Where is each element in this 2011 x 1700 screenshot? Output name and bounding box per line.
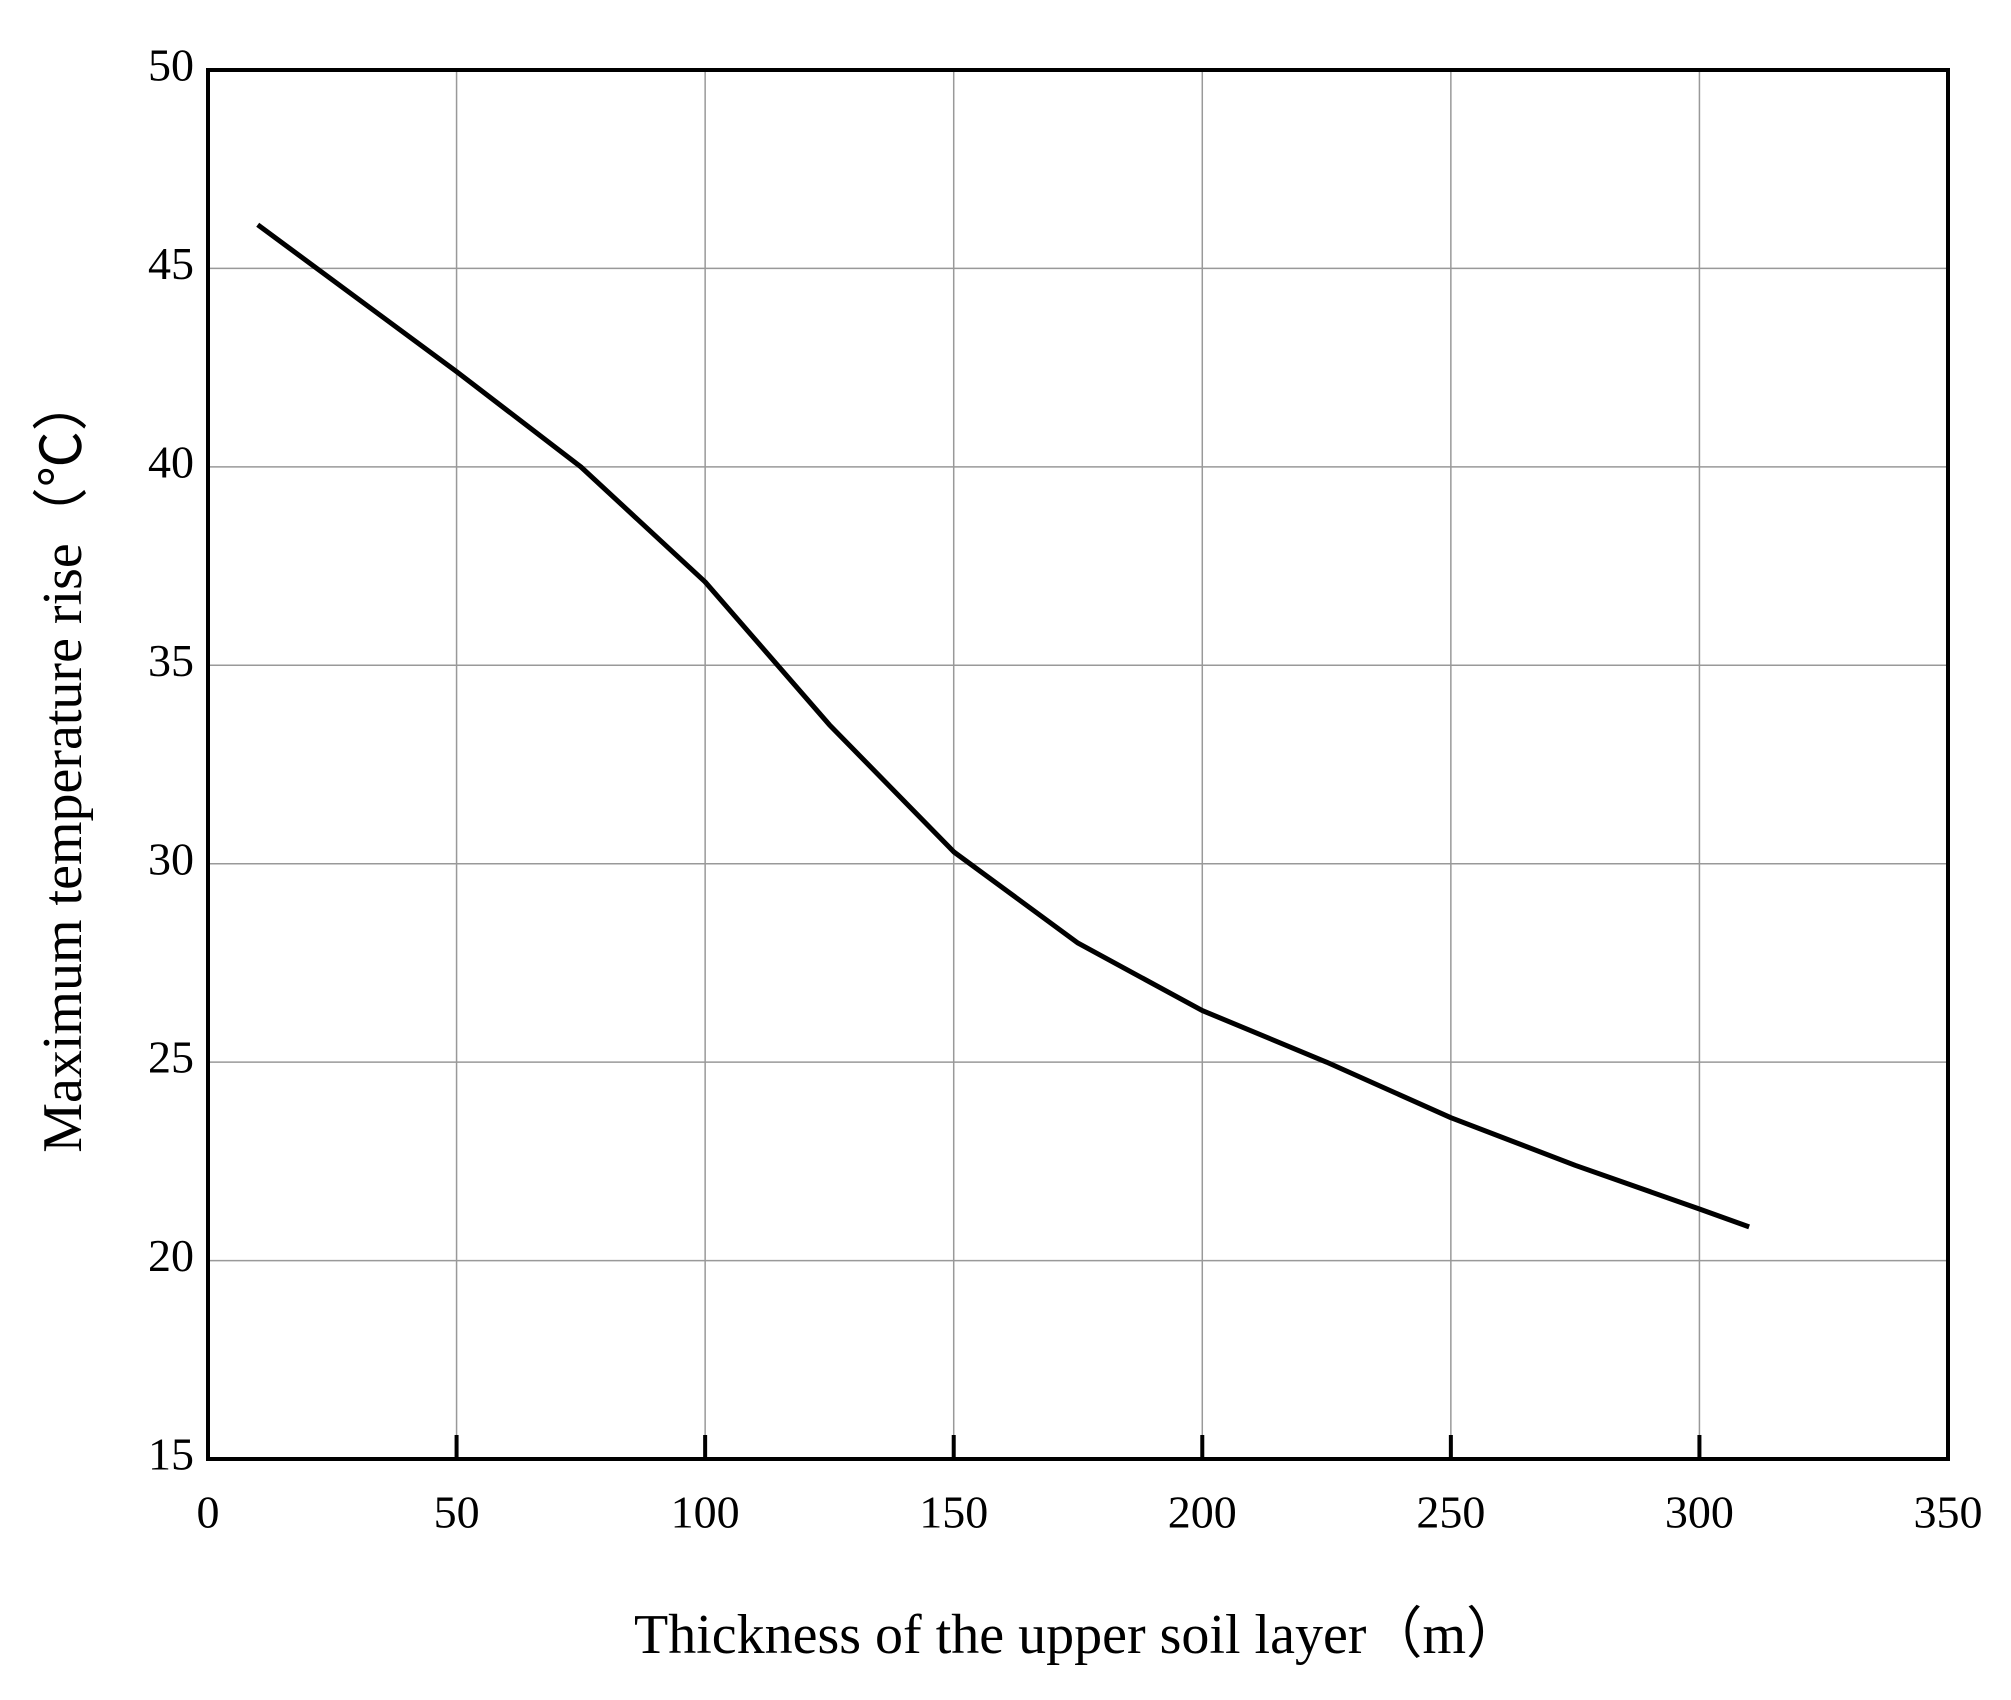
y-tick-label: 45 [148, 238, 194, 289]
x-tick-label: 250 [1416, 1487, 1485, 1538]
x-axis-label: Thickness of the upper soil layer（m） [634, 1604, 1522, 1666]
data-line [256, 222, 1750, 1230]
x-tick-label: 350 [1914, 1487, 1983, 1538]
y-axis-label: Maximum temperature rise（℃） [32, 375, 94, 1153]
y-tick-label: 50 [148, 40, 194, 91]
x-tick-label: 50 [434, 1487, 480, 1538]
x-tick-label: 100 [671, 1487, 740, 1538]
x-tick-label: 200 [1168, 1487, 1237, 1538]
x-tick-label: 0 [197, 1487, 220, 1538]
y-tick-label: 30 [148, 833, 194, 884]
y-tick-label: 35 [148, 635, 194, 686]
plot-frame [206, 68, 1950, 1461]
x-tick-label: 150 [919, 1487, 988, 1538]
x-tick-label: 300 [1665, 1487, 1734, 1538]
y-tick-label: 20 [148, 1230, 194, 1281]
y-tick-label: 25 [148, 1032, 194, 1083]
y-tick-label: 15 [148, 1429, 194, 1480]
y-tick-label: 40 [148, 436, 194, 487]
